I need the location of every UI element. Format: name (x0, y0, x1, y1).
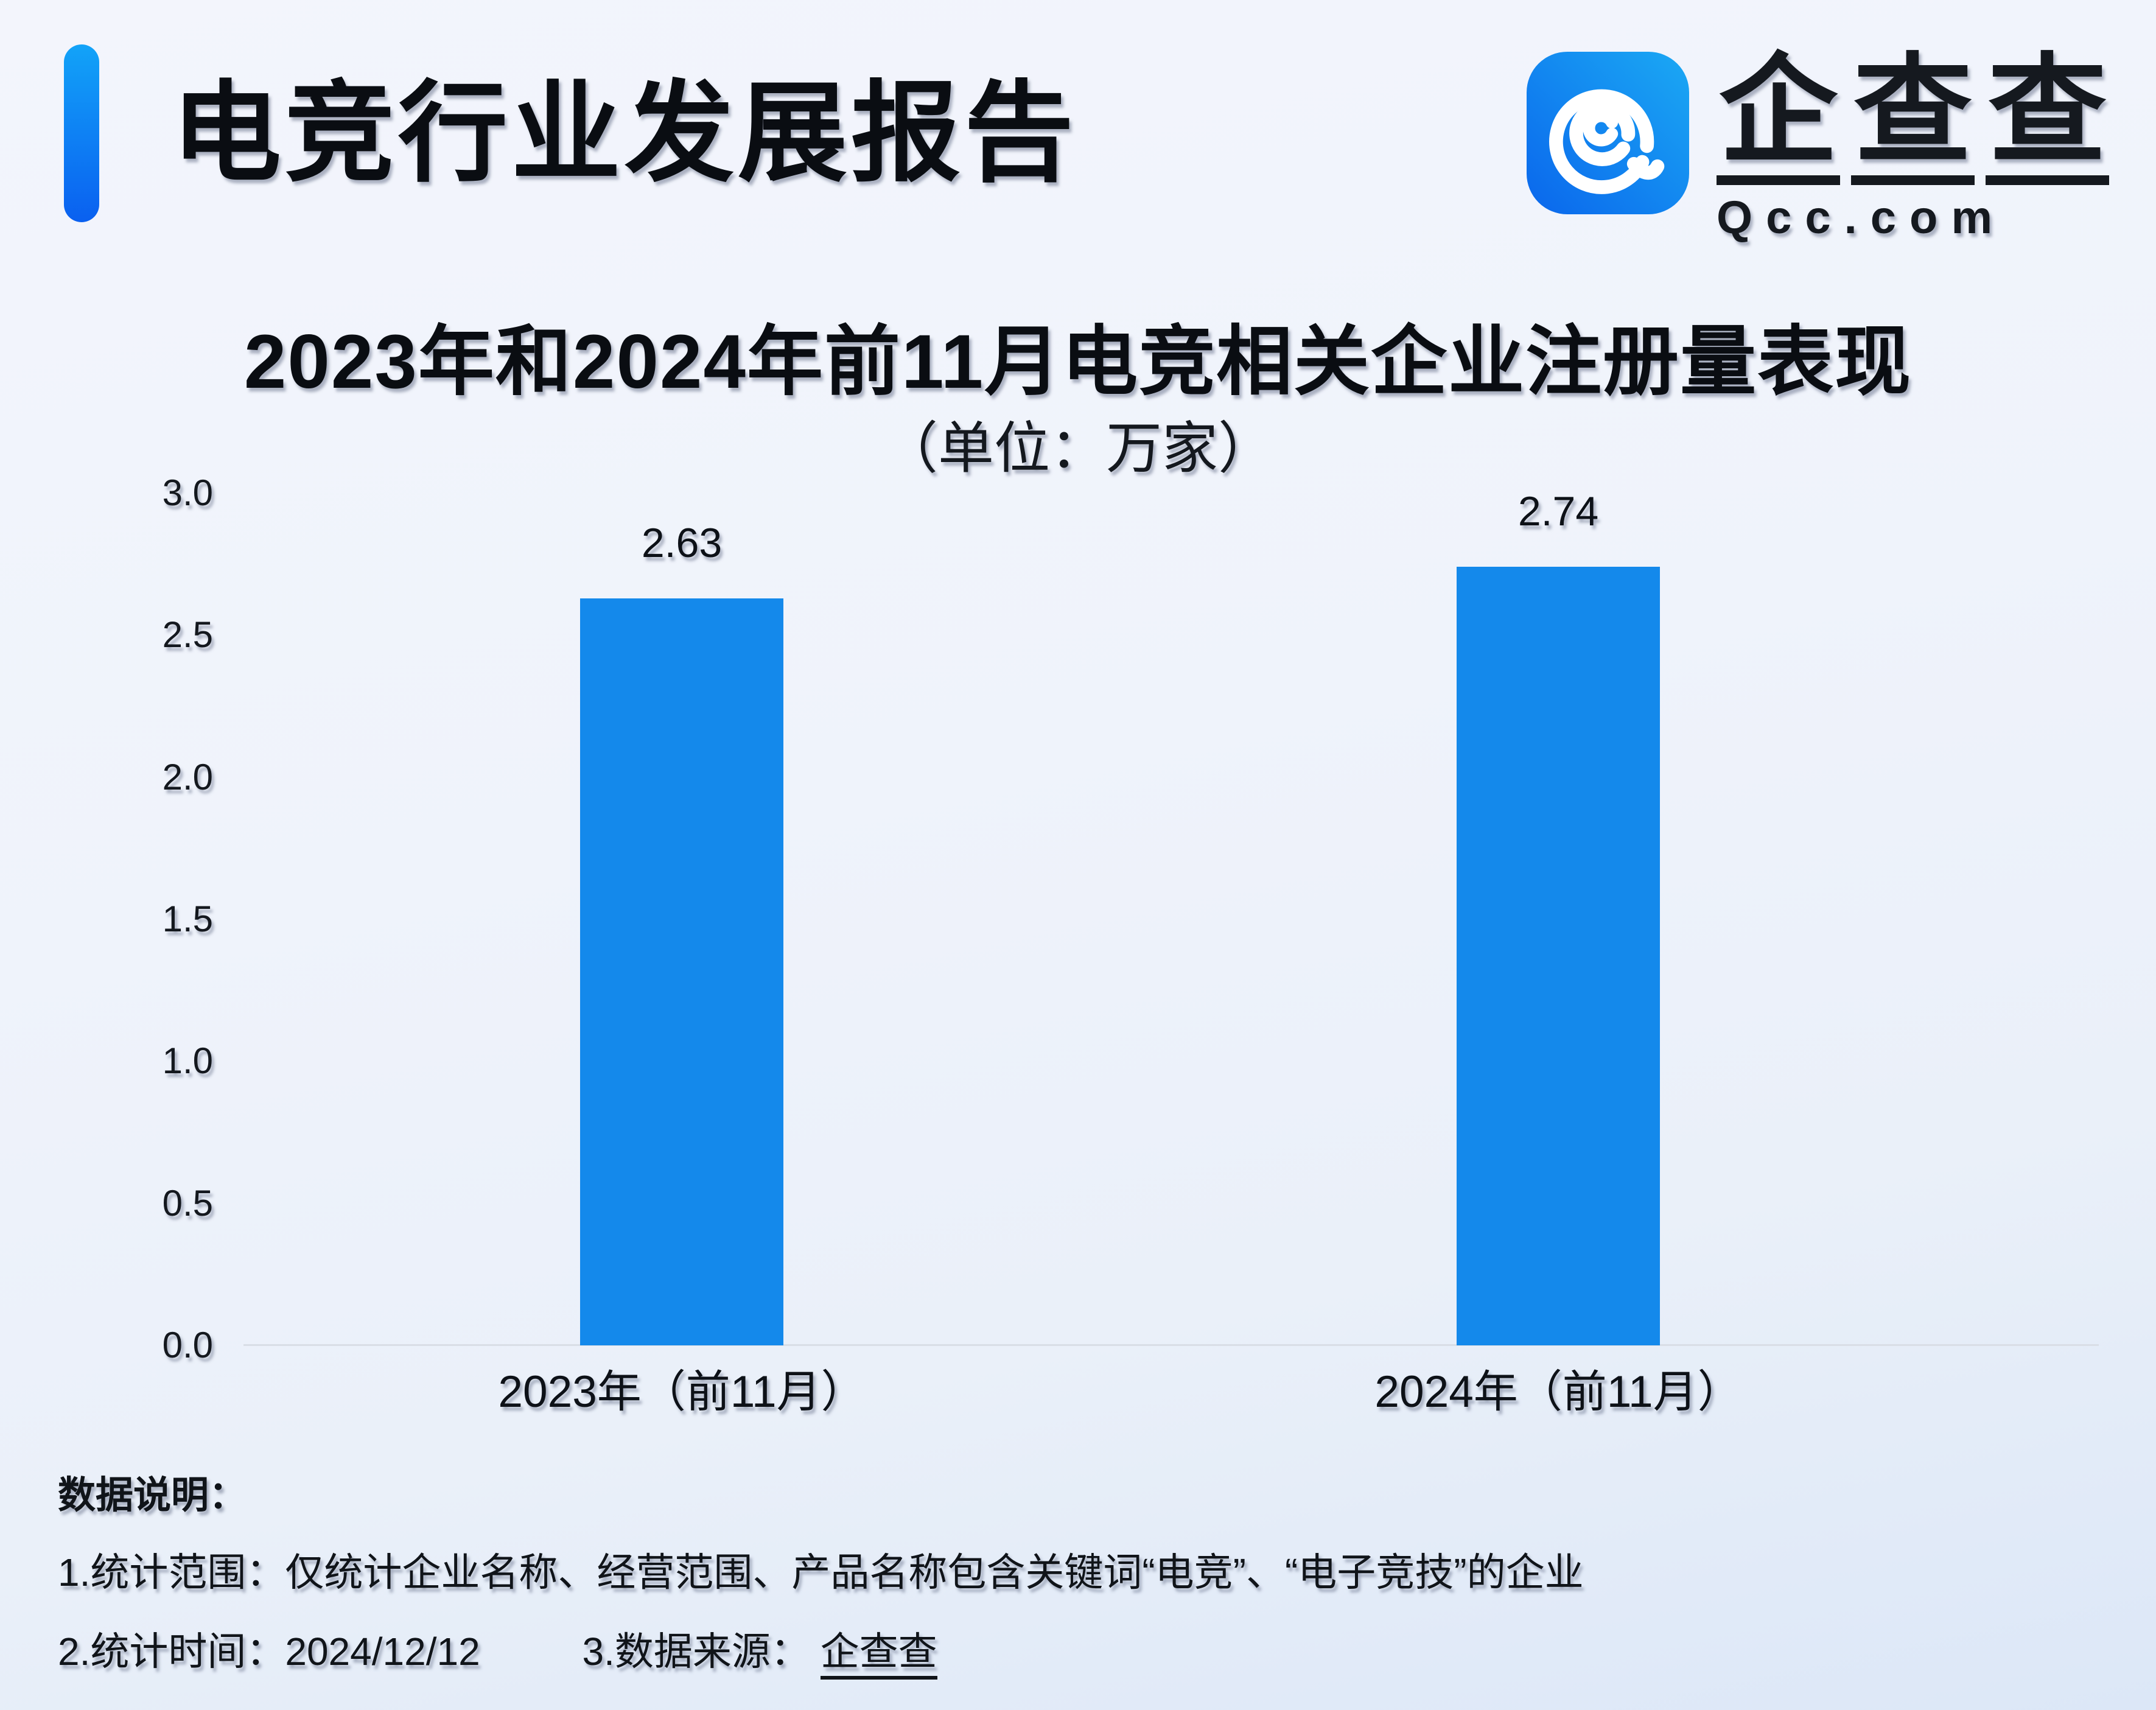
qcc-logo: 企 查 查 Qcc.com (1527, 52, 2120, 244)
bar-2024年（前11月） (1457, 567, 1660, 1345)
qcc-logo-char: 企 (1717, 52, 1840, 185)
qcc-logo-text: 企 查 查 Qcc.com (1717, 52, 2120, 244)
chart-subtitle: （单位：万家） (881, 418, 1274, 480)
page-title: 电竞行业发展报告 (172, 72, 1078, 195)
x-axis-category-label: 2023年（前11月） (498, 1367, 866, 1417)
bar-value-label: 2.63 (641, 519, 723, 566)
footer-note-source-label: 3.数据来源： (582, 1630, 810, 1673)
bar-value-label: 2.74 (1517, 488, 1599, 535)
qcc-logo-char: 查 (1986, 52, 2109, 185)
x-axis-line (243, 1344, 2099, 1346)
footer-note-time-source: 2.统计时间：2024/12/12 3.数据来源： 企查查 (58, 1621, 937, 1680)
qcc-logo-char: 查 (1851, 52, 1975, 185)
y-axis-tick-label: 2.0 (162, 756, 213, 797)
y-axis-tick-label: 0.0 (162, 1325, 213, 1365)
y-axis-tick-label: 1.5 (162, 898, 213, 939)
qcc-logo-cn: 企 查 查 (1717, 52, 2120, 185)
footer-note-time: 2.统计时间：2024/12/12 (58, 1630, 480, 1673)
bar-2023年（前11月） (580, 598, 783, 1345)
title-accent-bar (64, 44, 99, 222)
x-axis-category-label: 2024年（前11月） (1374, 1367, 1742, 1417)
y-axis-tick-label: 3.0 (162, 472, 213, 513)
footer-note-source-name: 企查查 (820, 1631, 937, 1680)
footer-note-source: 3.数据来源： 企查查 (582, 1630, 937, 1680)
y-axis-tick-label: 2.5 (162, 614, 213, 656)
y-axis-tick-label: 1.0 (162, 1040, 213, 1082)
chart-title: 2023年和2024年前11月电竞相关企业注册量表现 (243, 320, 1913, 404)
qcc-domain: Qcc.com (1717, 192, 2006, 244)
qcc-logo-icon (1527, 52, 1689, 214)
footer-heading: 数据说明： (58, 1474, 247, 1516)
y-axis-tick-label: 0.5 (162, 1182, 213, 1224)
footer-note-scope: 1.统计范围：仅统计企业名称、经营范围、产品名称包含关键词“电竞”、“电子竞技”… (58, 1551, 1584, 1594)
